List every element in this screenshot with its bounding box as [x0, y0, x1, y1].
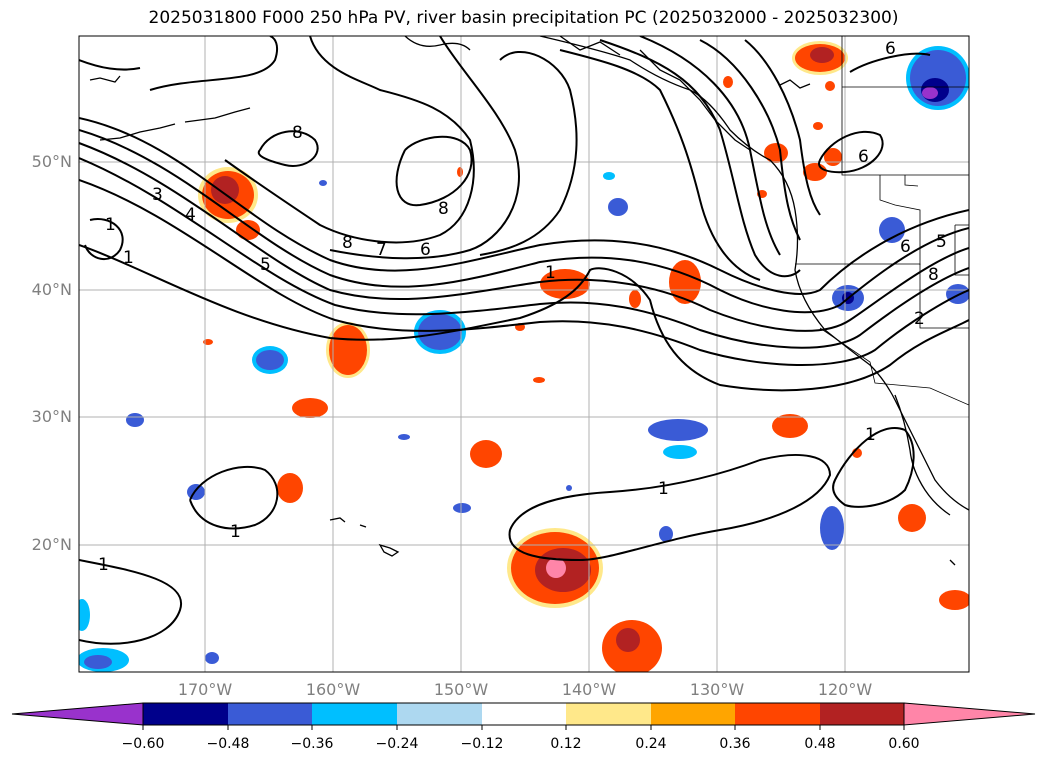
lon-label: 130°W — [689, 680, 745, 699]
colorbar-tick-label: −0.60 — [121, 736, 165, 752]
lat-label: 40°N — [31, 280, 72, 299]
colorbar-tick-label: 0.60 — [888, 736, 920, 752]
map-frame — [78, 35, 970, 673]
lat-label: 20°N — [31, 535, 72, 554]
contour-label: 8 — [928, 265, 939, 285]
colorbar-tick-label: −0.24 — [375, 736, 419, 752]
colorbar-tick-label: 0.12 — [550, 736, 582, 752]
lon-label: 150°W — [433, 680, 489, 699]
lon-label: 140°W — [561, 680, 617, 699]
precipitation-shading — [79, 41, 969, 672]
contour-label: 8 — [342, 233, 353, 253]
pv-contour-labels: 1 1 1 1 1 1 1 2 3 4 5 5 6 6 6 6 7 8 8 8 … — [98, 39, 947, 575]
map-title: 2025031800 F000 250 hPa PV, river basin … — [148, 8, 899, 28]
colorbar-tick-label: 0.48 — [804, 736, 836, 752]
colorbar-tick-label: −0.48 — [206, 736, 250, 752]
contour-label: 1 — [545, 263, 556, 283]
pv-contours — [79, 36, 969, 645]
contour-label: 1 — [98, 555, 109, 575]
lon-label: 120°W — [817, 680, 873, 699]
lat-label: 50°N — [31, 152, 72, 171]
contour-label: 5 — [936, 232, 947, 252]
contour-label: 1 — [865, 425, 876, 445]
contour-label: 1 — [658, 479, 669, 499]
colorbar-tick-label: −0.36 — [290, 736, 334, 752]
contour-label: 6 — [900, 237, 911, 257]
lon-label: 170°W — [177, 680, 233, 699]
contour-label: 8 — [438, 199, 449, 219]
contour-label: 6 — [420, 240, 431, 260]
political-borders — [795, 36, 969, 406]
contour-label: 6 — [885, 39, 896, 59]
lon-label: 160°W — [305, 680, 361, 699]
contour-label: 5 — [260, 255, 271, 275]
contour-label: 6 — [858, 147, 869, 167]
contour-label: 1 — [230, 522, 241, 542]
contour-label: 4 — [185, 205, 196, 225]
colorbar-tick-label: −0.12 — [460, 736, 504, 752]
contour-label: 8 — [292, 123, 303, 143]
contour-label: 7 — [376, 240, 387, 260]
contour-label: 3 — [152, 185, 163, 205]
colorbar-tick-label: 0.36 — [719, 736, 751, 752]
contour-label: 1 — [123, 248, 134, 268]
contour-label: 2 — [914, 309, 925, 329]
coastlines — [89, 36, 969, 566]
map-plot-area: 1 1 1 1 1 1 1 2 3 4 5 5 6 6 6 6 7 8 8 8 … — [79, 36, 969, 672]
contour-label: 1 — [105, 215, 116, 235]
colorbar-tick-label: 0.24 — [635, 736, 667, 752]
lat-label: 30°N — [31, 407, 72, 426]
colorbar — [11, 702, 1036, 730]
